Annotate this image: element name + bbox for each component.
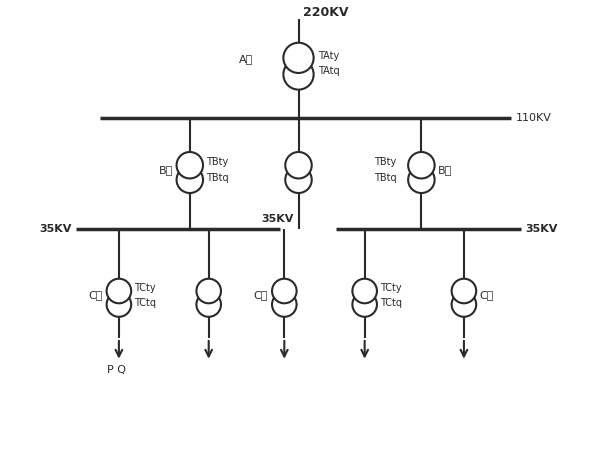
- Text: TBty: TBty: [207, 157, 229, 167]
- Text: TAtq: TAtq: [318, 66, 340, 76]
- Circle shape: [284, 59, 313, 90]
- Circle shape: [284, 43, 313, 73]
- Circle shape: [408, 167, 435, 193]
- Circle shape: [272, 292, 297, 317]
- Circle shape: [196, 279, 221, 303]
- Text: P Q: P Q: [107, 365, 126, 375]
- Text: 220KV: 220KV: [303, 6, 349, 19]
- Circle shape: [285, 152, 312, 178]
- Circle shape: [196, 292, 221, 317]
- Circle shape: [352, 292, 377, 317]
- Text: C级: C级: [479, 291, 493, 300]
- Circle shape: [272, 279, 297, 303]
- Text: A级: A级: [239, 54, 254, 64]
- Text: TCtq: TCtq: [380, 299, 402, 308]
- Text: TCty: TCty: [134, 283, 156, 293]
- Text: TBtq: TBtq: [207, 173, 229, 183]
- Text: TCty: TCty: [380, 283, 401, 293]
- Text: 35KV: 35KV: [39, 224, 72, 234]
- Text: TAty: TAty: [318, 51, 340, 61]
- Circle shape: [452, 279, 476, 303]
- Text: B级: B级: [159, 165, 173, 175]
- Circle shape: [352, 279, 377, 303]
- Text: TBty: TBty: [374, 157, 396, 167]
- Text: TBtq: TBtq: [374, 173, 397, 183]
- Text: 35KV: 35KV: [261, 214, 294, 224]
- Text: C级: C级: [88, 291, 102, 300]
- Text: TCtq: TCtq: [134, 299, 156, 308]
- Circle shape: [107, 292, 131, 317]
- Circle shape: [452, 292, 476, 317]
- Text: B级: B级: [438, 165, 452, 175]
- Circle shape: [177, 152, 203, 178]
- Circle shape: [177, 167, 203, 193]
- Circle shape: [107, 279, 131, 303]
- Text: C级: C级: [253, 291, 268, 300]
- Circle shape: [285, 167, 312, 193]
- Text: 35KV: 35KV: [525, 224, 558, 234]
- Circle shape: [408, 152, 435, 178]
- Text: 110KV: 110KV: [516, 113, 552, 123]
